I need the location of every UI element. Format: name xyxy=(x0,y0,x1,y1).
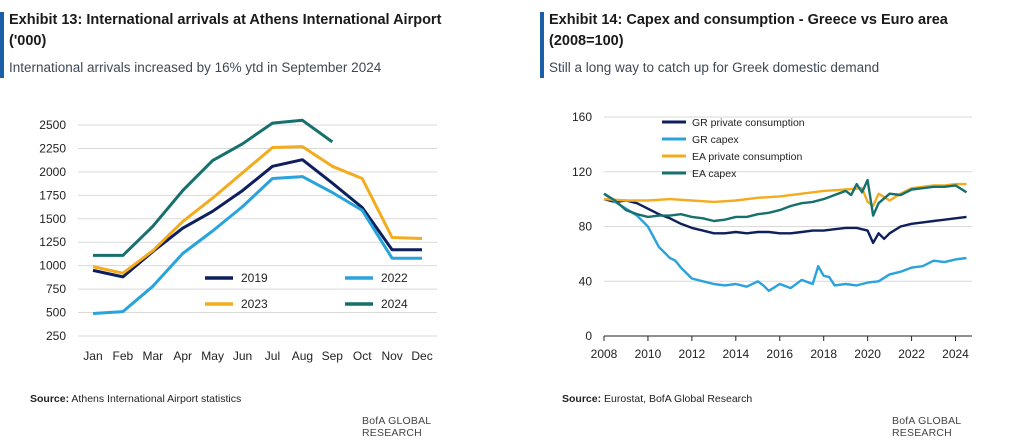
exhibit-14-subtitle: Still a long way to catch up for Greek d… xyxy=(549,60,880,75)
series-line-2022 xyxy=(92,175,422,315)
legend-label: EA capex xyxy=(692,168,737,180)
source-label: Source: xyxy=(30,393,70,405)
x-tick-label: Dec xyxy=(411,349,432,363)
y-tick-label: 2000 xyxy=(39,165,66,179)
y-tick-label: 2250 xyxy=(39,141,66,155)
legend-label: GR capex xyxy=(692,134,739,146)
legend-label: 2023 xyxy=(241,297,268,311)
x-tick-label: 2022 xyxy=(898,347,925,361)
x-tick-label: 2018 xyxy=(810,347,837,361)
series-line-2024 xyxy=(93,118,334,257)
arrivals-line-chart: 250 500 750 1000 1250 1500 1750 2000 2250 2500 Jan… xyxy=(39,118,437,363)
y-tick-label: 2500 xyxy=(39,118,66,132)
source-label: Source: xyxy=(562,393,602,405)
exhibit-14-source: Source: Eurostat, BofA Global Research xyxy=(562,393,752,405)
legend-label: EA private consumption xyxy=(692,151,802,163)
capex-consumption-line-chart: 0 40 80 120 160 2008 2010 2012 2014 2016 2018 2020 2… xyxy=(572,110,972,361)
y-tick-label: 1500 xyxy=(39,212,66,226)
legend-label: GR private consumption xyxy=(692,117,805,129)
x-tick-label: Jul xyxy=(265,349,280,363)
x-tick-label: Aug xyxy=(292,349,313,363)
y-tick-label: 750 xyxy=(46,282,66,296)
x-tick-label: Nov xyxy=(381,349,402,363)
y-tick-label: 250 xyxy=(46,329,66,343)
y-tick-label: 1750 xyxy=(39,188,66,202)
x-tick-label: 2020 xyxy=(854,347,881,361)
x-tick-label: 2010 xyxy=(635,347,662,361)
title-accent-bar xyxy=(0,12,4,78)
y-tick-label: 0 xyxy=(585,329,592,343)
exhibit-13-subtitle: International arrivals increased by 16% … xyxy=(9,60,382,75)
x-tick-label: Mar xyxy=(142,349,163,363)
series-line xyxy=(603,197,967,245)
y-tick-label: 160 xyxy=(572,110,592,124)
title-accent-bar xyxy=(540,12,544,78)
x-tick-label: 2024 xyxy=(942,347,969,361)
series-line-2023 xyxy=(92,145,423,275)
legend-label: 2019 xyxy=(241,271,268,285)
x-tick-label: Jan xyxy=(83,349,102,363)
y-tick-label: 40 xyxy=(579,274,593,288)
x-tick-label: Feb xyxy=(113,349,134,363)
y-tick-label: 500 xyxy=(46,306,66,320)
series-line xyxy=(603,192,967,292)
x-tick-label: 2016 xyxy=(766,347,793,361)
source-text: Athens International Airport statistics xyxy=(69,393,242,405)
x-tick-label: 2012 xyxy=(679,347,706,361)
series-line xyxy=(603,182,967,208)
exhibit-14-title: Exhibit 14: Capex and consumption - Gree… xyxy=(549,12,948,49)
x-tick-label: 2008 xyxy=(591,347,618,361)
series-line xyxy=(603,178,968,223)
y-tick-label: 80 xyxy=(579,220,593,234)
y-tick-label: 1000 xyxy=(39,259,66,273)
x-tick-label: Apr xyxy=(173,349,192,363)
source-text: Eurostat, BofA Global Research xyxy=(601,393,753,405)
y-tick-label: 1250 xyxy=(39,235,66,249)
legend-label: 2024 xyxy=(381,297,408,311)
y-tick-label: 120 xyxy=(572,165,592,179)
x-tick-label: Oct xyxy=(353,349,372,363)
x-tick-label: May xyxy=(201,349,224,363)
brand-label: BofA GLOBAL RESEARCH xyxy=(362,415,431,439)
x-tick-label: 2014 xyxy=(722,347,749,361)
exhibit-13-title: Exhibit 13: International arrivals at At… xyxy=(9,12,442,49)
exhibit-13-source: Source: Athens International Airport sta… xyxy=(30,393,241,405)
exhibit-14-panel: Exhibit 14: Capex and consumption - Gree… xyxy=(540,0,1012,441)
x-tick-label: Sep xyxy=(322,349,344,363)
exhibit-13-panel: Exhibit 13: International arrivals at At… xyxy=(0,0,480,441)
legend-label: 2022 xyxy=(381,271,408,285)
x-tick-label: Jun xyxy=(233,349,252,363)
brand-label: BofA GLOBAL RESEARCH xyxy=(892,415,961,439)
